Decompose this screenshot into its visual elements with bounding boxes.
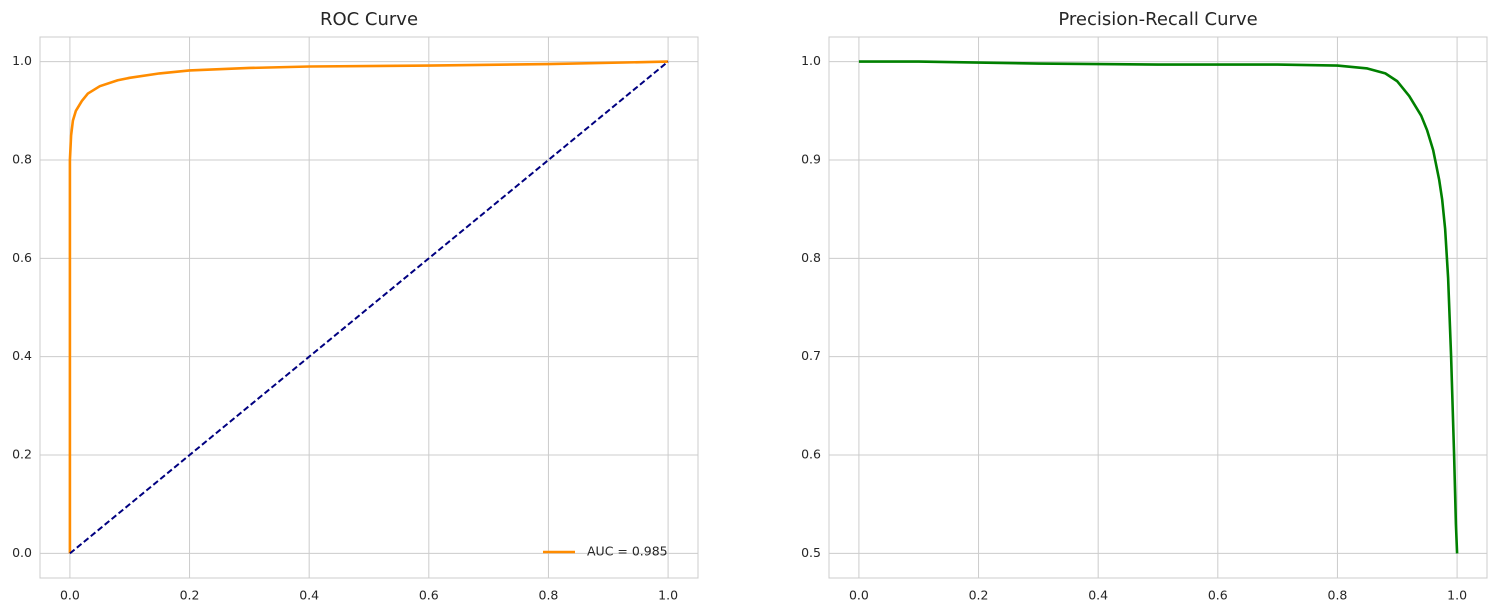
chart-title: Precision-Recall Curve [1058, 9, 1257, 30]
y-tick-label: 0.8 [12, 151, 32, 166]
x-tick-label: 0.8 [1328, 588, 1348, 603]
y-tick-label: 0.7 [801, 348, 821, 363]
y-tick-label: 0.6 [12, 250, 32, 265]
x-tick-label: 1.0 [658, 588, 678, 603]
x-tick-label: 0.8 [539, 588, 559, 603]
y-tick-label: 0.6 [801, 447, 821, 462]
y-tick-label: 0.0 [12, 545, 32, 560]
y-tick-label: 0.2 [12, 447, 32, 462]
y-tick-label: 1.0 [12, 53, 32, 68]
legend-label: AUC = 0.985 [587, 544, 668, 559]
y-tick-label: 0.8 [801, 250, 821, 265]
y-tick-label: 0.5 [801, 545, 821, 560]
series-line [858, 60, 1459, 554]
y-tick-label: 1.0 [801, 53, 821, 68]
x-tick-label: 0.4 [299, 588, 319, 603]
chart-title: ROC Curve [320, 9, 418, 30]
x-tick-label: 0.0 [60, 588, 80, 603]
x-tick-label: 0.2 [969, 588, 989, 603]
plot-area [828, 36, 1488, 579]
y-tick-label: 0.9 [801, 151, 821, 166]
x-tick-label: 0.4 [1088, 588, 1108, 603]
series-line [69, 60, 669, 555]
series-line [68, 60, 669, 554]
x-tick-label: 0.2 [180, 588, 200, 603]
x-tick-label: 0.6 [1208, 588, 1228, 603]
x-tick-label: 0.6 [419, 588, 439, 603]
x-tick-label: 1.0 [1447, 588, 1467, 603]
y-tick-label: 0.4 [12, 348, 32, 363]
x-tick-label: 0.0 [849, 588, 869, 603]
